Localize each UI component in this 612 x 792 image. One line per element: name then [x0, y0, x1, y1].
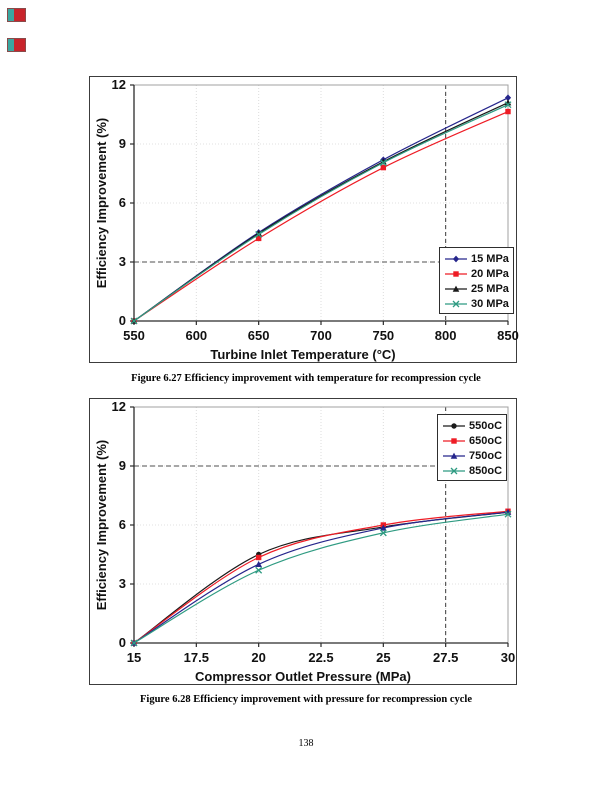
legend-item: 850oC — [442, 463, 502, 478]
legend-item: 30 MPa — [444, 296, 509, 311]
legend-marker-icon — [443, 422, 465, 429]
plot-area — [130, 84, 512, 325]
legend-item: 15 MPa — [444, 251, 509, 266]
y-tick-label: 12 — [111, 77, 126, 92]
x-tick-label: 800 — [434, 328, 457, 343]
y-tick-label: 0 — [118, 313, 126, 328]
x-tick-label: 15 — [126, 650, 142, 665]
x-tick-label: 20 — [251, 650, 266, 665]
x-tick-label: 25 — [376, 650, 391, 665]
x-tick-label: 600 — [185, 328, 208, 343]
legend-marker-icon — [445, 255, 467, 262]
pdf-artifact-icon — [7, 38, 26, 52]
icon-fragment-red — [14, 39, 25, 51]
x-tick-label: 27.5 — [433, 650, 459, 665]
legend-marker-icon — [445, 300, 467, 307]
legend-marker-icon — [445, 285, 467, 292]
y-tick-label: 6 — [118, 517, 126, 532]
x-axis-title: Turbine Inlet Temperature (°C) — [210, 347, 396, 362]
legend-marker-icon — [443, 467, 465, 474]
legend-marker-icon — [443, 437, 465, 444]
legend-label: 15 MPa — [471, 252, 509, 265]
x-tick-label: 30 — [500, 650, 516, 665]
legend-label: 650oC — [469, 434, 503, 447]
x-tick-label: 650 — [247, 328, 270, 343]
legend-label: 25 MPa — [471, 282, 509, 295]
legend-marker-icon — [443, 452, 465, 459]
legend-marker-icon — [445, 270, 467, 277]
y-tick-label: 9 — [118, 458, 126, 473]
legend-label: 20 MPa — [471, 267, 509, 280]
x-tick-label: 750 — [372, 328, 395, 343]
y-tick-label: 3 — [118, 576, 126, 591]
x-tick-label: 700 — [310, 328, 332, 343]
figure-6-28-caption: Figure 6.28 Efficiency improvement with … — [140, 694, 472, 705]
legend-item: 750oC — [442, 448, 502, 463]
x-tick-label: 550 — [123, 328, 145, 343]
legend: 15 MPa 20 MPa 25 MPa 30 MPa — [439, 247, 514, 314]
figure-6-27-caption: Figure 6.27 Efficiency improvement with … — [131, 373, 481, 384]
x-tick-label: 850 — [497, 328, 519, 343]
x-tick-label: 22.5 — [308, 650, 334, 665]
y-tick-label: 9 — [118, 136, 126, 151]
y-tick-label: 3 — [118, 254, 126, 269]
y-tick-label: 12 — [111, 399, 126, 414]
legend-item: 650oC — [442, 433, 502, 448]
y-tick-label: 6 — [118, 195, 126, 210]
x-tick-label: 17.5 — [183, 650, 209, 665]
legend-label: 30 MPa — [471, 297, 509, 310]
legend-item: 550oC — [442, 418, 502, 433]
x-axis-title: Compressor Outlet Pressure (MPa) — [194, 669, 411, 684]
legend-item: 25 MPa — [444, 281, 509, 296]
icon-fragment-red — [14, 9, 25, 21]
legend-label: 750oC — [469, 449, 503, 462]
legend-label: 850oC — [469, 464, 503, 477]
pdf-artifact-icon — [7, 8, 26, 22]
legend-item: 20 MPa — [444, 266, 509, 281]
icon-fragment-teal — [8, 9, 14, 21]
page-number: 138 — [298, 738, 314, 749]
legend-label: 550oC — [469, 419, 503, 432]
icon-fragment-teal — [8, 39, 14, 51]
figure-6-28-chart: Efficiency Improvement (%) Compressor Ou… — [89, 398, 517, 685]
legend: 550oC 650oC 750oC 850oC — [437, 414, 508, 481]
figure-6-27-chart: Efficiency Improvement (%) Turbine Inlet… — [89, 76, 519, 363]
y-tick-label: 0 — [118, 635, 126, 650]
